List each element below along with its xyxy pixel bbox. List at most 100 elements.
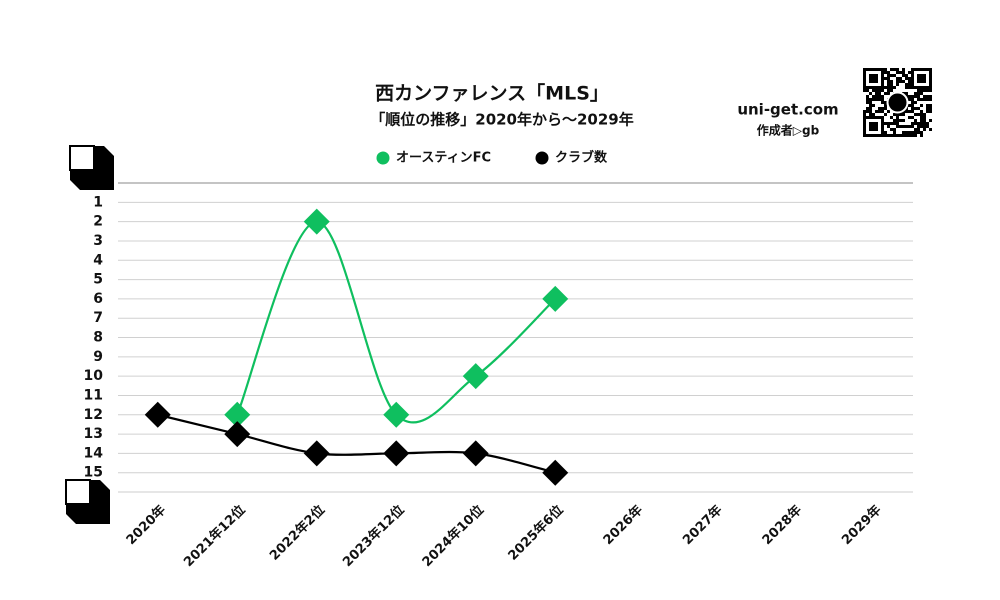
qr-cell (926, 110, 929, 113)
qr-cell (920, 110, 923, 113)
qr-cell (881, 98, 884, 101)
qr-cell (905, 83, 908, 86)
qr-code (863, 68, 932, 137)
qr-cell (893, 113, 896, 116)
y-tick-label: 6 (93, 291, 103, 307)
qr-cell (917, 95, 920, 98)
qr-cell (923, 128, 926, 131)
qr-cell (890, 80, 893, 83)
qr-cell (908, 104, 911, 107)
qr-cell (887, 110, 890, 113)
qr-cell (908, 134, 911, 137)
x-tick-label: 2020年 (123, 502, 169, 548)
legend-label: オースティンFC (396, 151, 491, 166)
data-point (224, 421, 251, 448)
qr-cell (908, 125, 911, 128)
qr-cell (896, 80, 899, 83)
qr-cell (884, 104, 887, 107)
qr-cell (929, 128, 932, 131)
qr-cell (914, 119, 917, 122)
qr-cell (902, 71, 905, 74)
qr-cell (929, 107, 932, 110)
qr-cell (869, 110, 872, 113)
qr-cell (914, 101, 917, 104)
data-point (462, 440, 489, 467)
qr-cell (884, 131, 887, 134)
qr-cell (908, 116, 911, 119)
qr-cell (905, 74, 908, 77)
qr-cell (908, 71, 911, 74)
qr-cell (890, 68, 893, 71)
qr-cell (878, 110, 881, 113)
qr-cell (902, 80, 905, 83)
author: 作成者▷gb (757, 123, 820, 138)
qr-cell (911, 116, 914, 119)
corner-icon (65, 479, 110, 524)
qr-cell (887, 83, 890, 86)
qr-cell (878, 95, 881, 98)
qr-cell (875, 98, 878, 101)
qr-cell (866, 98, 869, 101)
qr-cell (920, 98, 923, 101)
qr-cell (869, 113, 872, 116)
y-tick-label: 14 (84, 445, 104, 461)
qr-cell (926, 107, 929, 110)
qr-cell (899, 77, 902, 80)
qr-cell (920, 131, 923, 134)
qr-cell (875, 95, 878, 98)
qr-cell (884, 134, 887, 137)
x-tick-label: 2024年10位 (419, 502, 487, 570)
qr-cell (926, 98, 929, 101)
qr-logo (886, 91, 909, 114)
qr-cell (911, 95, 914, 98)
qr-cell (884, 113, 887, 116)
qr-cell (890, 83, 893, 86)
qr-cell (920, 125, 923, 128)
qr-cell (881, 89, 884, 92)
qr-cell (914, 122, 917, 125)
qr-cell (911, 101, 914, 104)
qr-cell (899, 71, 902, 74)
qr-cell (878, 89, 881, 92)
qr-cell (917, 107, 920, 110)
qr-cell (884, 71, 887, 74)
qr-cell (908, 80, 911, 83)
qr-cell (884, 107, 887, 110)
x-tick-label: 2028年 (759, 502, 805, 548)
y-tick-label: 9 (93, 349, 103, 365)
qr-cell (914, 107, 917, 110)
qr-cell (896, 68, 899, 71)
x-tick-label: 2022年2位 (266, 502, 328, 564)
qr-cell (872, 104, 875, 107)
qr-cell (923, 119, 926, 122)
qr-cell (923, 113, 926, 116)
site-name: uni-get.com (737, 101, 838, 119)
qr-cell (917, 92, 920, 95)
qr-cell (893, 128, 896, 131)
qr-cell (896, 71, 899, 74)
y-tick-label: 13 (84, 426, 103, 442)
qr-cell (896, 113, 899, 116)
qr-cell (920, 89, 923, 92)
qr-cell (923, 125, 926, 128)
qr-cell (878, 98, 881, 101)
qr-cell (911, 122, 914, 125)
qr-cell (884, 68, 887, 71)
qr-cell (926, 95, 929, 98)
qr-cell (923, 95, 926, 98)
corner-icon (69, 145, 114, 190)
qr-cell (896, 134, 899, 137)
qr-cell (887, 122, 890, 125)
x-tick-label: 2026年 (600, 502, 646, 548)
qr-cell (875, 92, 878, 95)
y-tick-label: 5 (93, 272, 103, 288)
qr-cell (917, 113, 920, 116)
qr-cell (890, 134, 893, 137)
qr-cell (893, 131, 896, 134)
qr-cell (872, 95, 875, 98)
qr-cell (911, 110, 914, 113)
y-tick-label: 10 (84, 368, 104, 384)
qr-cell (884, 101, 887, 104)
qr-cell (905, 92, 908, 95)
qr-cell (875, 89, 878, 92)
